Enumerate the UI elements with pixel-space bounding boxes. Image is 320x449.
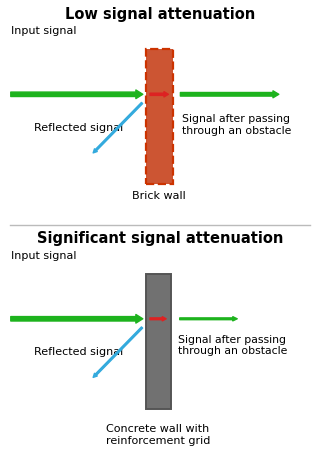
Text: Low signal attenuation: Low signal attenuation [65,7,255,22]
Text: Input signal: Input signal [11,251,77,261]
Text: Input signal: Input signal [11,26,77,36]
Text: Signal after passing
through an obstacle: Signal after passing through an obstacle [178,335,287,356]
Text: Brick wall: Brick wall [132,191,186,201]
Text: Reflected signal: Reflected signal [34,348,123,357]
Bar [146,274,171,409]
Text: Significant signal attenuation: Significant signal attenuation [37,231,283,246]
Bar [146,49,173,184]
Text: Reflected signal: Reflected signal [34,123,123,133]
Text: Concrete wall with
reinforcement grid: Concrete wall with reinforcement grid [106,424,210,446]
Text: Signal after passing
through an obstacle: Signal after passing through an obstacle [182,114,292,136]
